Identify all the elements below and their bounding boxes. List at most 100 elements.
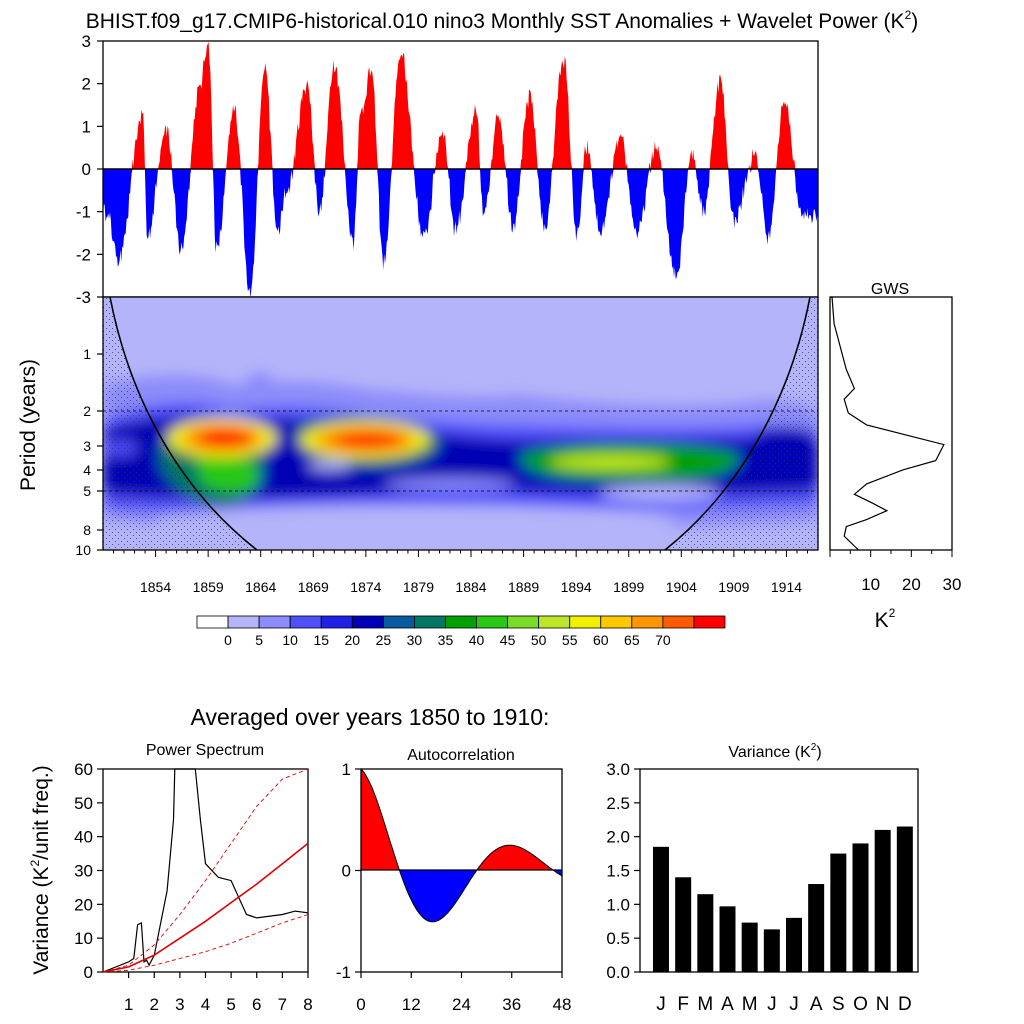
autocorrelation-xtick-label: 48: [553, 995, 572, 1014]
colorbar-swatch: [631, 615, 664, 629]
power-spectrum-title: Power Spectrum: [146, 742, 264, 759]
power-spectrum-xtick-label: 4: [201, 995, 210, 1014]
wavelet-power-field: [103, 372, 818, 535]
upper-confidence-line: [102, 768, 309, 973]
colorbar-label: 20: [345, 632, 361, 648]
power-spectrum-xtick-label: 6: [252, 995, 261, 1014]
averaged-header: Averaged over years 1850 to 1910:: [191, 704, 550, 730]
colorbar-swatch: [507, 615, 540, 629]
autocorrelation-y-axis: 1 0 -1: [336, 760, 361, 982]
sst-negative-anomaly-area: [103, 169, 818, 296]
colorbar-swatch: [382, 615, 415, 629]
variance-ytick-label: 1.0: [606, 895, 630, 914]
variance-month-label: M: [742, 994, 758, 1015]
gws-xtick-label: 10: [861, 575, 880, 594]
power-spectrum-ylabel: Variance (K2/unit freq.): [28, 765, 53, 974]
variance-ytick-label: 2.5: [606, 794, 630, 813]
timeseries-ytick-label: -2: [76, 245, 91, 264]
variance-month-label: J: [656, 994, 666, 1015]
power-spectrum-series: [102, 768, 309, 973]
wavelet-xtick-label: 1879: [403, 579, 434, 595]
timeseries-y-axis: 3 2 1 0 -1 -2 -3: [76, 32, 103, 307]
variance-bar: [719, 906, 736, 972]
power-spectrum-ytick-label: 40: [74, 828, 93, 847]
colorbar-swatch: [258, 615, 291, 629]
power-spectrum-xtick-label: 7: [278, 995, 287, 1014]
colorbar-swatch: [538, 615, 571, 629]
timeseries-ytick-label: 1: [82, 117, 91, 136]
coi-stipple-left: [103, 297, 257, 550]
wavelet-xtick-label: 1884: [455, 579, 486, 595]
sst-positive-anomaly-area: [103, 41, 818, 169]
colorbar-swatch: [414, 615, 446, 629]
wavelet-xtick-label: 1904: [666, 579, 697, 595]
timeseries-ytick-label: -3: [76, 288, 91, 307]
wavelet-xtick-label: 1869: [298, 579, 329, 595]
variance-month-label: M: [697, 994, 713, 1015]
colorbar-label: 5: [255, 632, 263, 648]
wavelet-ytick-label: 4: [83, 462, 91, 478]
power-spectrum-y-axis: 0 10 20 30 40 50 60: [74, 760, 103, 982]
colorbar-swatch: [476, 615, 508, 629]
variance-bar: [830, 853, 847, 972]
colorbar-swatch: [196, 615, 229, 629]
variance-month-label: D: [898, 994, 912, 1015]
colorbar-swatch: [320, 615, 353, 629]
timeseries-ytick-label: 2: [82, 75, 91, 94]
autocorrelation-negative-area: [361, 870, 562, 922]
variance-ytick-label: 0.0: [606, 963, 630, 982]
colorbar-swatch: [351, 615, 384, 629]
wavelet-ylabel: Period (years): [17, 359, 40, 491]
colorbar-swatch: [289, 615, 322, 629]
wavelet-xtick-label: 1894: [561, 579, 592, 595]
autocorrelation-line: [361, 769, 562, 923]
variance-month-label: N: [876, 994, 890, 1015]
timeseries-ytick-label: 0: [82, 160, 91, 179]
colorbar-label: 0: [224, 632, 232, 648]
gws-xlabel: K2: [875, 606, 896, 632]
timeseries-ytick-label: -1: [76, 203, 91, 222]
variance-ytick-label: 3.0: [606, 760, 630, 779]
power-spectrum-ytick-label: 10: [74, 929, 93, 948]
variance-ytick-label: 0.5: [606, 929, 630, 948]
variance-ytick-label: 1.5: [606, 862, 630, 881]
variance-bars: [653, 826, 913, 972]
autocorrelation-ytick-label: 0: [342, 862, 351, 881]
colorbar-label: 10: [282, 632, 298, 648]
variance-bar: [741, 922, 758, 972]
colorbar-label: 50: [531, 632, 547, 648]
wavelet-ytick-label: 3: [83, 438, 91, 454]
autocorrelation-xtick-label: 24: [452, 995, 471, 1014]
wavelet-ytick-label: 8: [83, 522, 91, 538]
colorbar-label: 70: [655, 632, 671, 648]
colorbar-swatch: [693, 615, 726, 629]
gws-title: GWS: [871, 281, 909, 298]
gws-panel: GWS 10 20 30 K2: [829, 281, 962, 632]
variance-bar: [675, 877, 692, 972]
power-spectrum-xtick-label: 8: [303, 995, 312, 1014]
variance-bar: [852, 843, 869, 972]
colorbar-label: 65: [624, 632, 640, 648]
power-spectrum-ytick-label: 60: [74, 760, 93, 779]
variance-bar: [896, 826, 913, 972]
power-spectrum-xtick-label: 5: [226, 995, 235, 1014]
colorbar-label: 55: [562, 632, 578, 648]
power-spectrum-frame: [102, 768, 309, 973]
gws-xtick-label: 30: [943, 575, 962, 594]
variance-bar: [786, 917, 802, 972]
wavelet-panel: 1 2 3 4 5 8 10 1854 1859 1864 1869 1874 1879 1884 188…: [17, 296, 819, 595]
variance-bar: [697, 894, 714, 972]
wavelet-xtick-label: 1854: [140, 579, 171, 595]
autocorrelation-ytick-label: 1: [342, 760, 351, 779]
colorbar-swatch: [227, 615, 260, 629]
gws-frame: [829, 296, 953, 551]
variance-month-label: S: [832, 994, 845, 1015]
red-noise-line: [102, 842, 309, 973]
colorbar: 0 5 10 15 20 25 30 35 40 45 50 55 60 65 70: [196, 615, 726, 648]
variance-month-label: O: [853, 994, 868, 1015]
coi-line-right: [664, 296, 811, 551]
variance-month-label: A: [721, 994, 734, 1015]
variance-bar: [808, 884, 825, 972]
